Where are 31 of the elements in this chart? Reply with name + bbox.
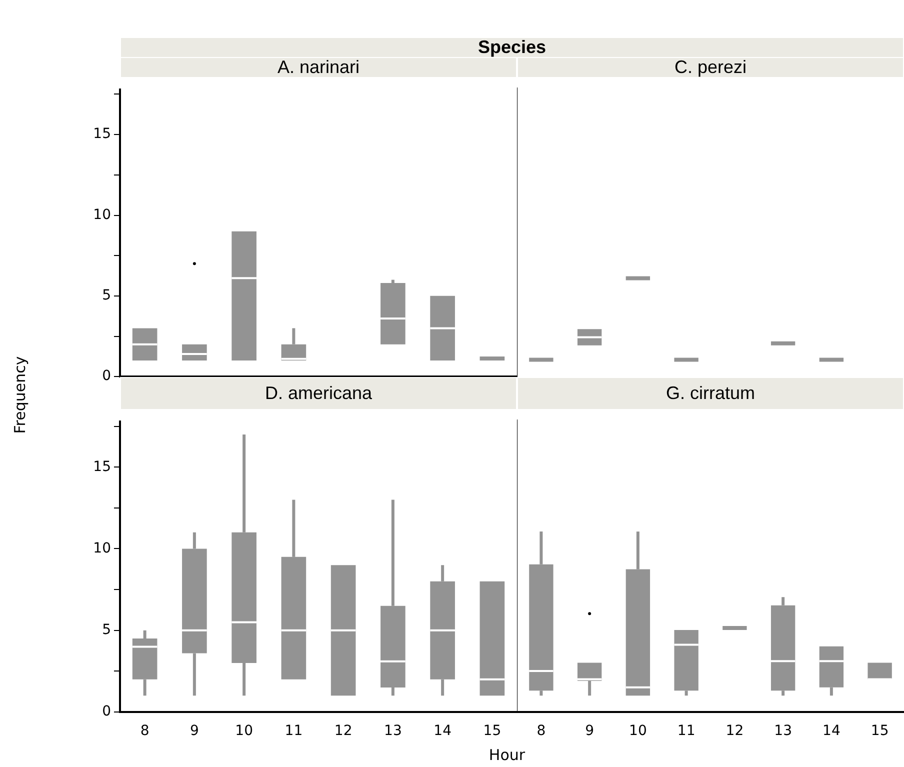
x-tick-label: 15 <box>870 723 889 740</box>
y-axis-title: Frequency <box>11 356 29 434</box>
x-tick-label: 14 <box>434 723 452 740</box>
y-tick-label: 0 <box>102 704 111 720</box>
x-tick-label: 12 <box>334 723 352 740</box>
y-tick-label: 10 <box>93 206 111 223</box>
x-tick-label: 15 <box>483 723 502 740</box>
y-tick-label: 5 <box>102 288 111 304</box>
x-tick-label: 11 <box>677 723 696 740</box>
chart-title: A. narinari <box>120 57 517 78</box>
chart-title: D. americana <box>120 377 517 410</box>
y-tick-label: 10 <box>93 540 111 556</box>
y-tick-label: 15 <box>93 458 111 475</box>
y-tick-label: 0 <box>102 368 111 384</box>
x-tick-label: 12 <box>726 723 744 740</box>
x-tick-label: 14 <box>822 723 840 740</box>
x-axis-title: Hour <box>488 746 526 764</box>
x-tick-label: 8 <box>140 723 150 740</box>
x-tick-label: 9 <box>585 723 594 740</box>
chart-title: G. cirratum <box>517 377 904 410</box>
x-tick-label: 8 <box>536 723 546 740</box>
y-tick-label: 15 <box>93 126 111 142</box>
chart-title: C. perezi <box>517 57 904 78</box>
text: Species <box>120 37 904 58</box>
y-tick-label: 5 <box>102 622 111 638</box>
x-tick-label: 13 <box>774 723 792 740</box>
x-tick-label: 11 <box>284 723 303 740</box>
x-tick-label: 13 <box>384 723 402 740</box>
x-tick-label: 10 <box>629 723 647 740</box>
x-tick-label: 10 <box>235 723 253 740</box>
x-tick-label: 9 <box>190 723 199 740</box>
